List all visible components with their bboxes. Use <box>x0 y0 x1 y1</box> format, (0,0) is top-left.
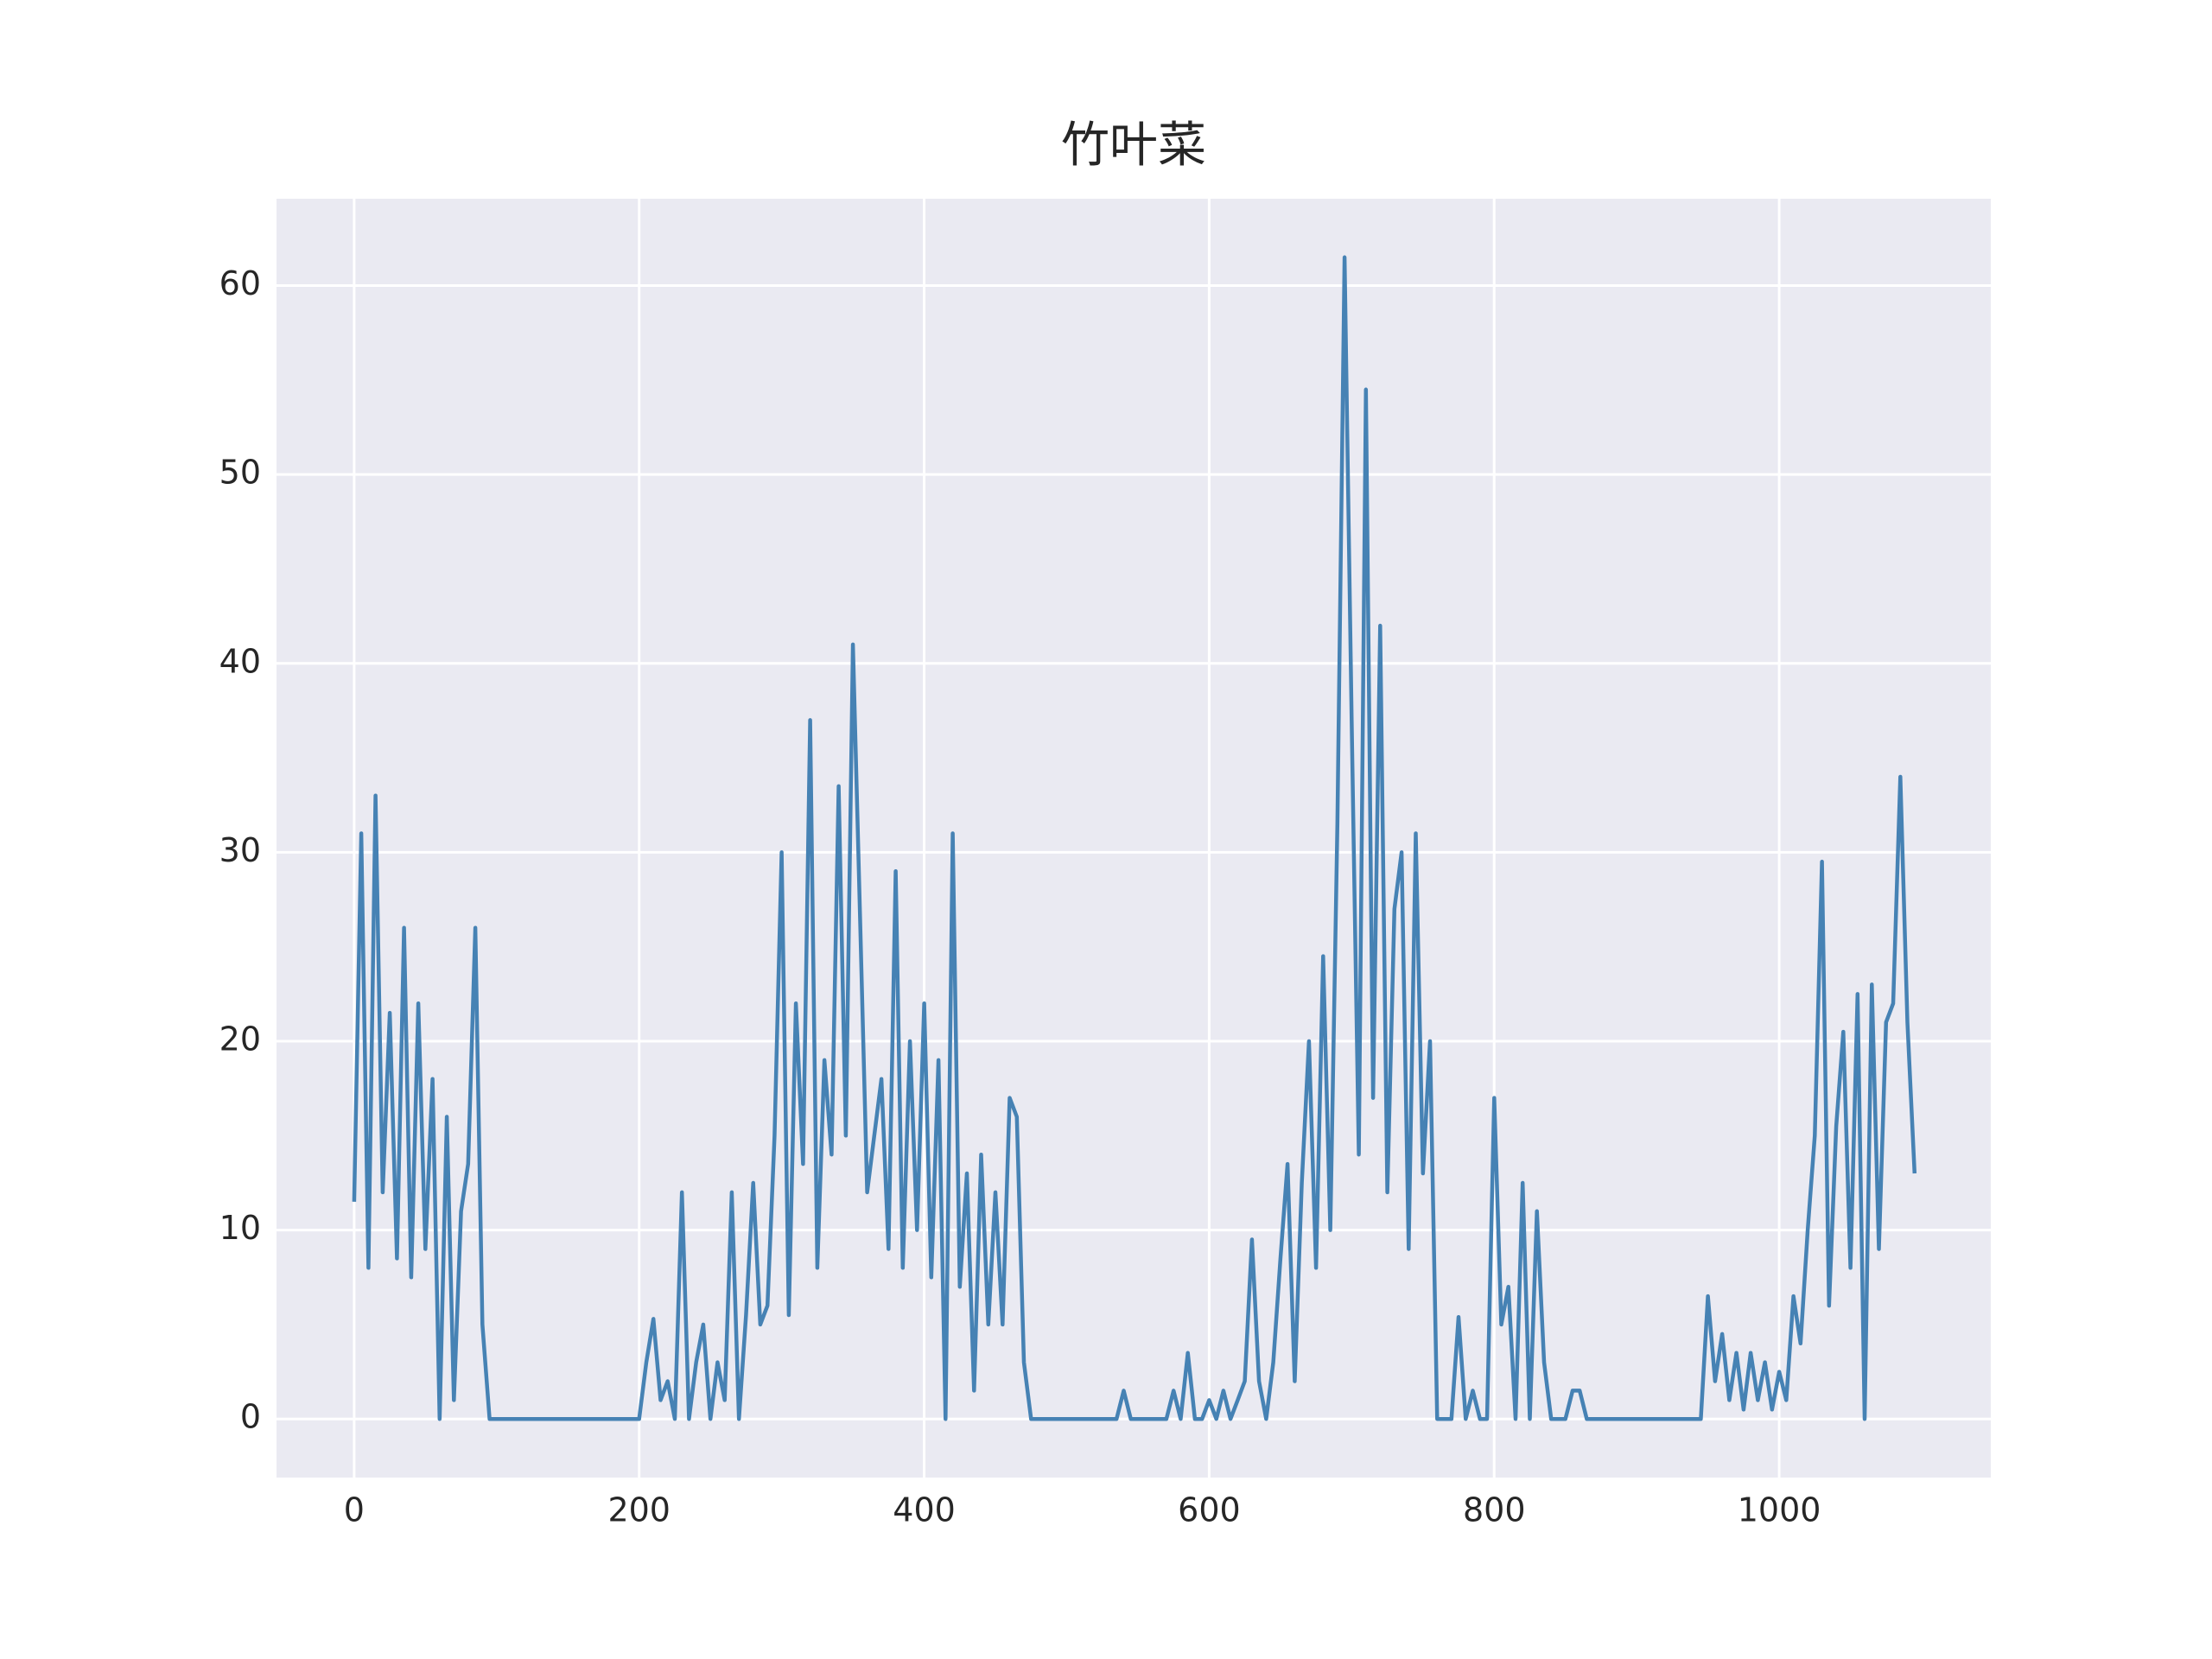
x-tick-label: 400 <box>893 1491 956 1529</box>
y-tick-label: 30 <box>219 831 261 869</box>
y-tick-label: 0 <box>240 1398 261 1436</box>
x-tick-label: 600 <box>1178 1491 1241 1529</box>
y-tick-label: 10 <box>219 1209 261 1247</box>
y-tick-label: 40 <box>219 642 261 680</box>
plot-area <box>276 199 1991 1478</box>
y-tick-label: 20 <box>219 1020 261 1058</box>
y-tick-label: 50 <box>219 454 261 492</box>
y-tick-label: 60 <box>219 264 261 302</box>
chart-title: 竹叶菜 <box>1061 118 1206 174</box>
x-tick-label: 200 <box>607 1491 671 1529</box>
x-tick-label: 1000 <box>1738 1491 1821 1529</box>
x-tick-label: 800 <box>1463 1491 1526 1529</box>
data-line <box>352 255 1917 1421</box>
x-tick-label: 0 <box>344 1491 365 1529</box>
